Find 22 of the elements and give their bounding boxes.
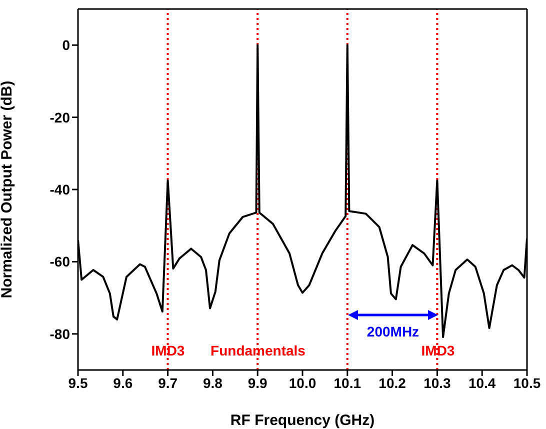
y-axis-title: Normalized Output Power (dB) (0, 80, 16, 298)
y-tick-label: -40 (50, 181, 70, 198)
x-tick-label: 10.5 (513, 374, 541, 391)
annotation: Fundamentals (210, 342, 306, 359)
y-tick-label: 0 (62, 37, 70, 54)
x-tick-label: 10.1 (334, 374, 362, 391)
annotation: 200MHz (366, 324, 420, 340)
annotation: IMD3 (151, 342, 185, 359)
x-axis-title: RF Frequency (GHz) (230, 412, 375, 429)
x-tick-label: 10.3 (424, 374, 452, 391)
x-tick-label: 10.4 (468, 374, 496, 391)
x-tick-label: 9.9 (248, 374, 268, 391)
y-tick-label: -80 (50, 326, 70, 342)
y-tick-label: -20 (50, 109, 70, 126)
y-tick-label: -60 (50, 254, 70, 270)
x-tick-label: 9.8 (202, 374, 223, 391)
x-tick-label: 9.7 (158, 374, 178, 391)
x-tick-label: 9.6 (113, 374, 133, 391)
x-tick-label: 10.0 (288, 374, 316, 391)
x-tick-label: 9.5 (68, 374, 88, 391)
annotation: IMD3 (421, 342, 455, 359)
x-tick-label: 10.2 (378, 374, 406, 391)
